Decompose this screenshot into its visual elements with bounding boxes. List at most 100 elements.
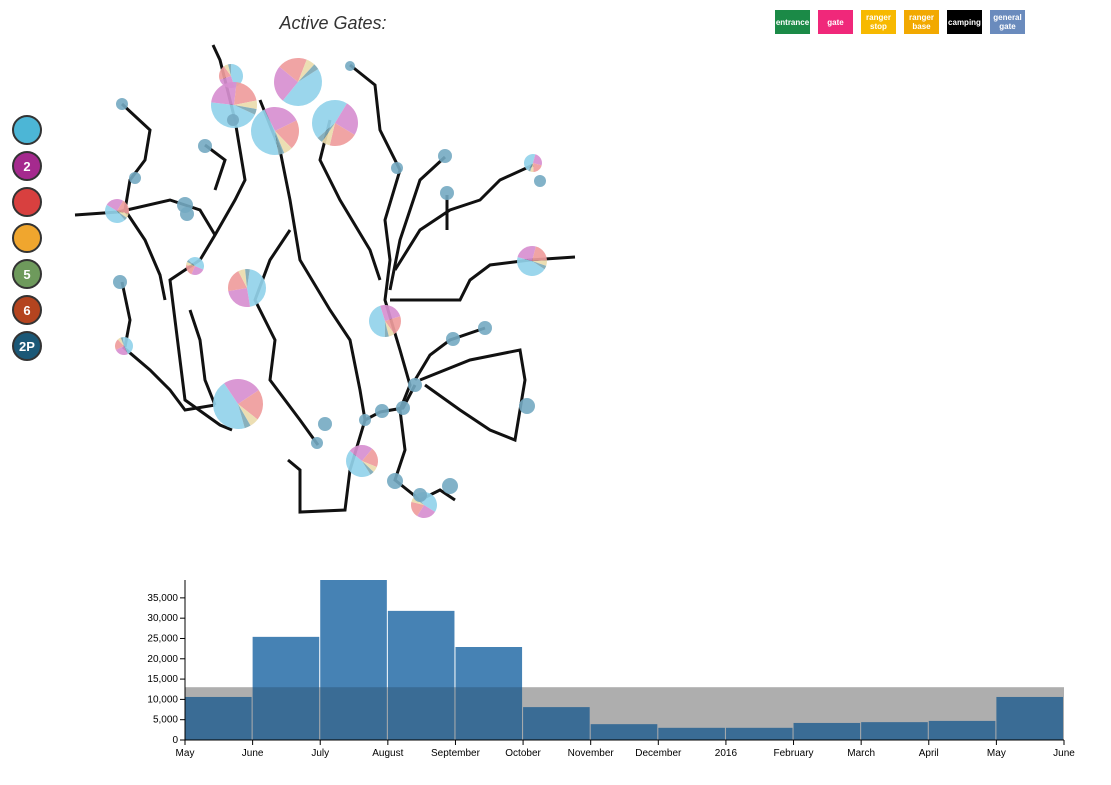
gate-slice — [191, 266, 204, 275]
gate-slice — [329, 123, 355, 146]
road — [413, 326, 486, 381]
gate-slice — [231, 64, 244, 88]
gate-slice — [106, 199, 124, 211]
road — [74, 198, 217, 236]
gate-slice — [234, 100, 257, 110]
road — [120, 102, 167, 301]
gate-slice — [275, 120, 299, 149]
gate-slice — [385, 316, 401, 335]
gate-slice — [282, 69, 323, 107]
gate-slice — [117, 211, 129, 218]
gate-marker — [345, 61, 355, 71]
gate-marker — [359, 414, 371, 426]
legend-item[interactable]: gate — [818, 10, 853, 34]
road — [204, 143, 227, 191]
gate-slice — [219, 66, 231, 80]
vehicle-icon[interactable]: 2 — [12, 151, 42, 181]
gate-marker — [534, 175, 546, 187]
y-tick-label: 0 — [172, 735, 178, 746]
gate-slice — [362, 448, 378, 468]
gate-marker — [198, 139, 212, 153]
x-tick-label: May — [176, 748, 195, 759]
gate-slice — [346, 450, 371, 477]
x-tick-label: 2016 — [715, 748, 738, 759]
gate-slice — [530, 163, 534, 172]
x-tick-label: August — [372, 748, 403, 759]
gate-slice — [532, 246, 547, 261]
gate-slice — [238, 404, 258, 426]
vehicle-icon[interactable]: 6 — [12, 295, 42, 325]
road — [364, 384, 417, 422]
vehicle-icon[interactable] — [12, 115, 42, 145]
gate-slice — [349, 445, 373, 461]
gate-marker — [442, 478, 458, 494]
gate-slice — [245, 269, 250, 288]
gate-slice — [234, 105, 257, 115]
gate-slice — [380, 304, 401, 321]
vehicle-icon[interactable] — [12, 223, 42, 253]
vehicle-icon[interactable]: 5 — [12, 259, 42, 289]
gate-slice — [321, 123, 335, 146]
gate-slice — [524, 154, 536, 171]
gate-slice — [298, 64, 319, 82]
road — [318, 119, 382, 281]
gate-slice — [528, 163, 533, 172]
legend-item[interactable]: ranger stop — [861, 10, 896, 34]
gate-marker — [446, 332, 460, 346]
gate-slice — [105, 204, 125, 223]
gate-slice — [212, 383, 245, 430]
gate-slice — [247, 269, 267, 307]
road — [258, 99, 367, 514]
map-title: Active Gates: — [278, 13, 386, 33]
gate-slice — [238, 404, 251, 429]
x-tick-label: July — [311, 748, 329, 759]
gate-marker — [413, 488, 427, 502]
gate-slice — [532, 261, 547, 270]
gate-slice — [362, 461, 374, 475]
gate-slice — [516, 257, 545, 276]
gate-marker — [227, 114, 239, 126]
y-tick-label: 15,000 — [147, 674, 178, 685]
x-tick-label: November — [568, 748, 615, 759]
x-tick-label: June — [242, 748, 264, 759]
gate-slice — [362, 461, 377, 473]
gate-slice — [533, 154, 542, 166]
legend-item[interactable]: general gate — [990, 10, 1025, 34]
gate-marker — [375, 404, 389, 418]
gate-marker — [311, 437, 323, 449]
road — [253, 229, 320, 446]
y-tick-label: 30,000 — [147, 613, 178, 624]
gate-slice — [117, 211, 127, 221]
gate-slice — [228, 288, 251, 307]
vehicle-icon[interactable]: 2P — [12, 331, 42, 361]
legend-item[interactable]: ranger base — [904, 10, 939, 34]
road — [122, 345, 216, 412]
gate-slice — [120, 337, 124, 346]
y-tick-label: 20,000 — [147, 654, 178, 665]
x-tick-label: December — [635, 748, 682, 759]
gate-slice — [385, 321, 395, 337]
gate-marker — [519, 398, 535, 414]
legend-item[interactable]: camping — [947, 10, 982, 34]
gate-marker — [391, 162, 403, 174]
gate-markers — [105, 58, 547, 518]
gate-slice — [279, 58, 307, 82]
y-tick-label: 5,000 — [153, 715, 178, 726]
y-tick-label: 25,000 — [147, 633, 178, 644]
legend-item[interactable]: entrance — [775, 10, 810, 34]
gate-marker — [387, 473, 403, 489]
map — [74, 44, 576, 514]
vehicle-icon[interactable] — [12, 187, 42, 217]
gate-slice — [533, 163, 542, 172]
x-tick-label: September — [431, 748, 481, 759]
gate-slice — [186, 260, 195, 266]
gate-marker — [440, 186, 454, 200]
gate-slice — [115, 339, 124, 350]
x-tick-label: February — [774, 748, 814, 759]
x-tick-label: March — [847, 748, 875, 759]
gate-slice — [211, 82, 237, 105]
x-tick-label: June — [1053, 748, 1075, 759]
gate-marker — [408, 378, 422, 392]
gate-slice — [264, 106, 297, 131]
